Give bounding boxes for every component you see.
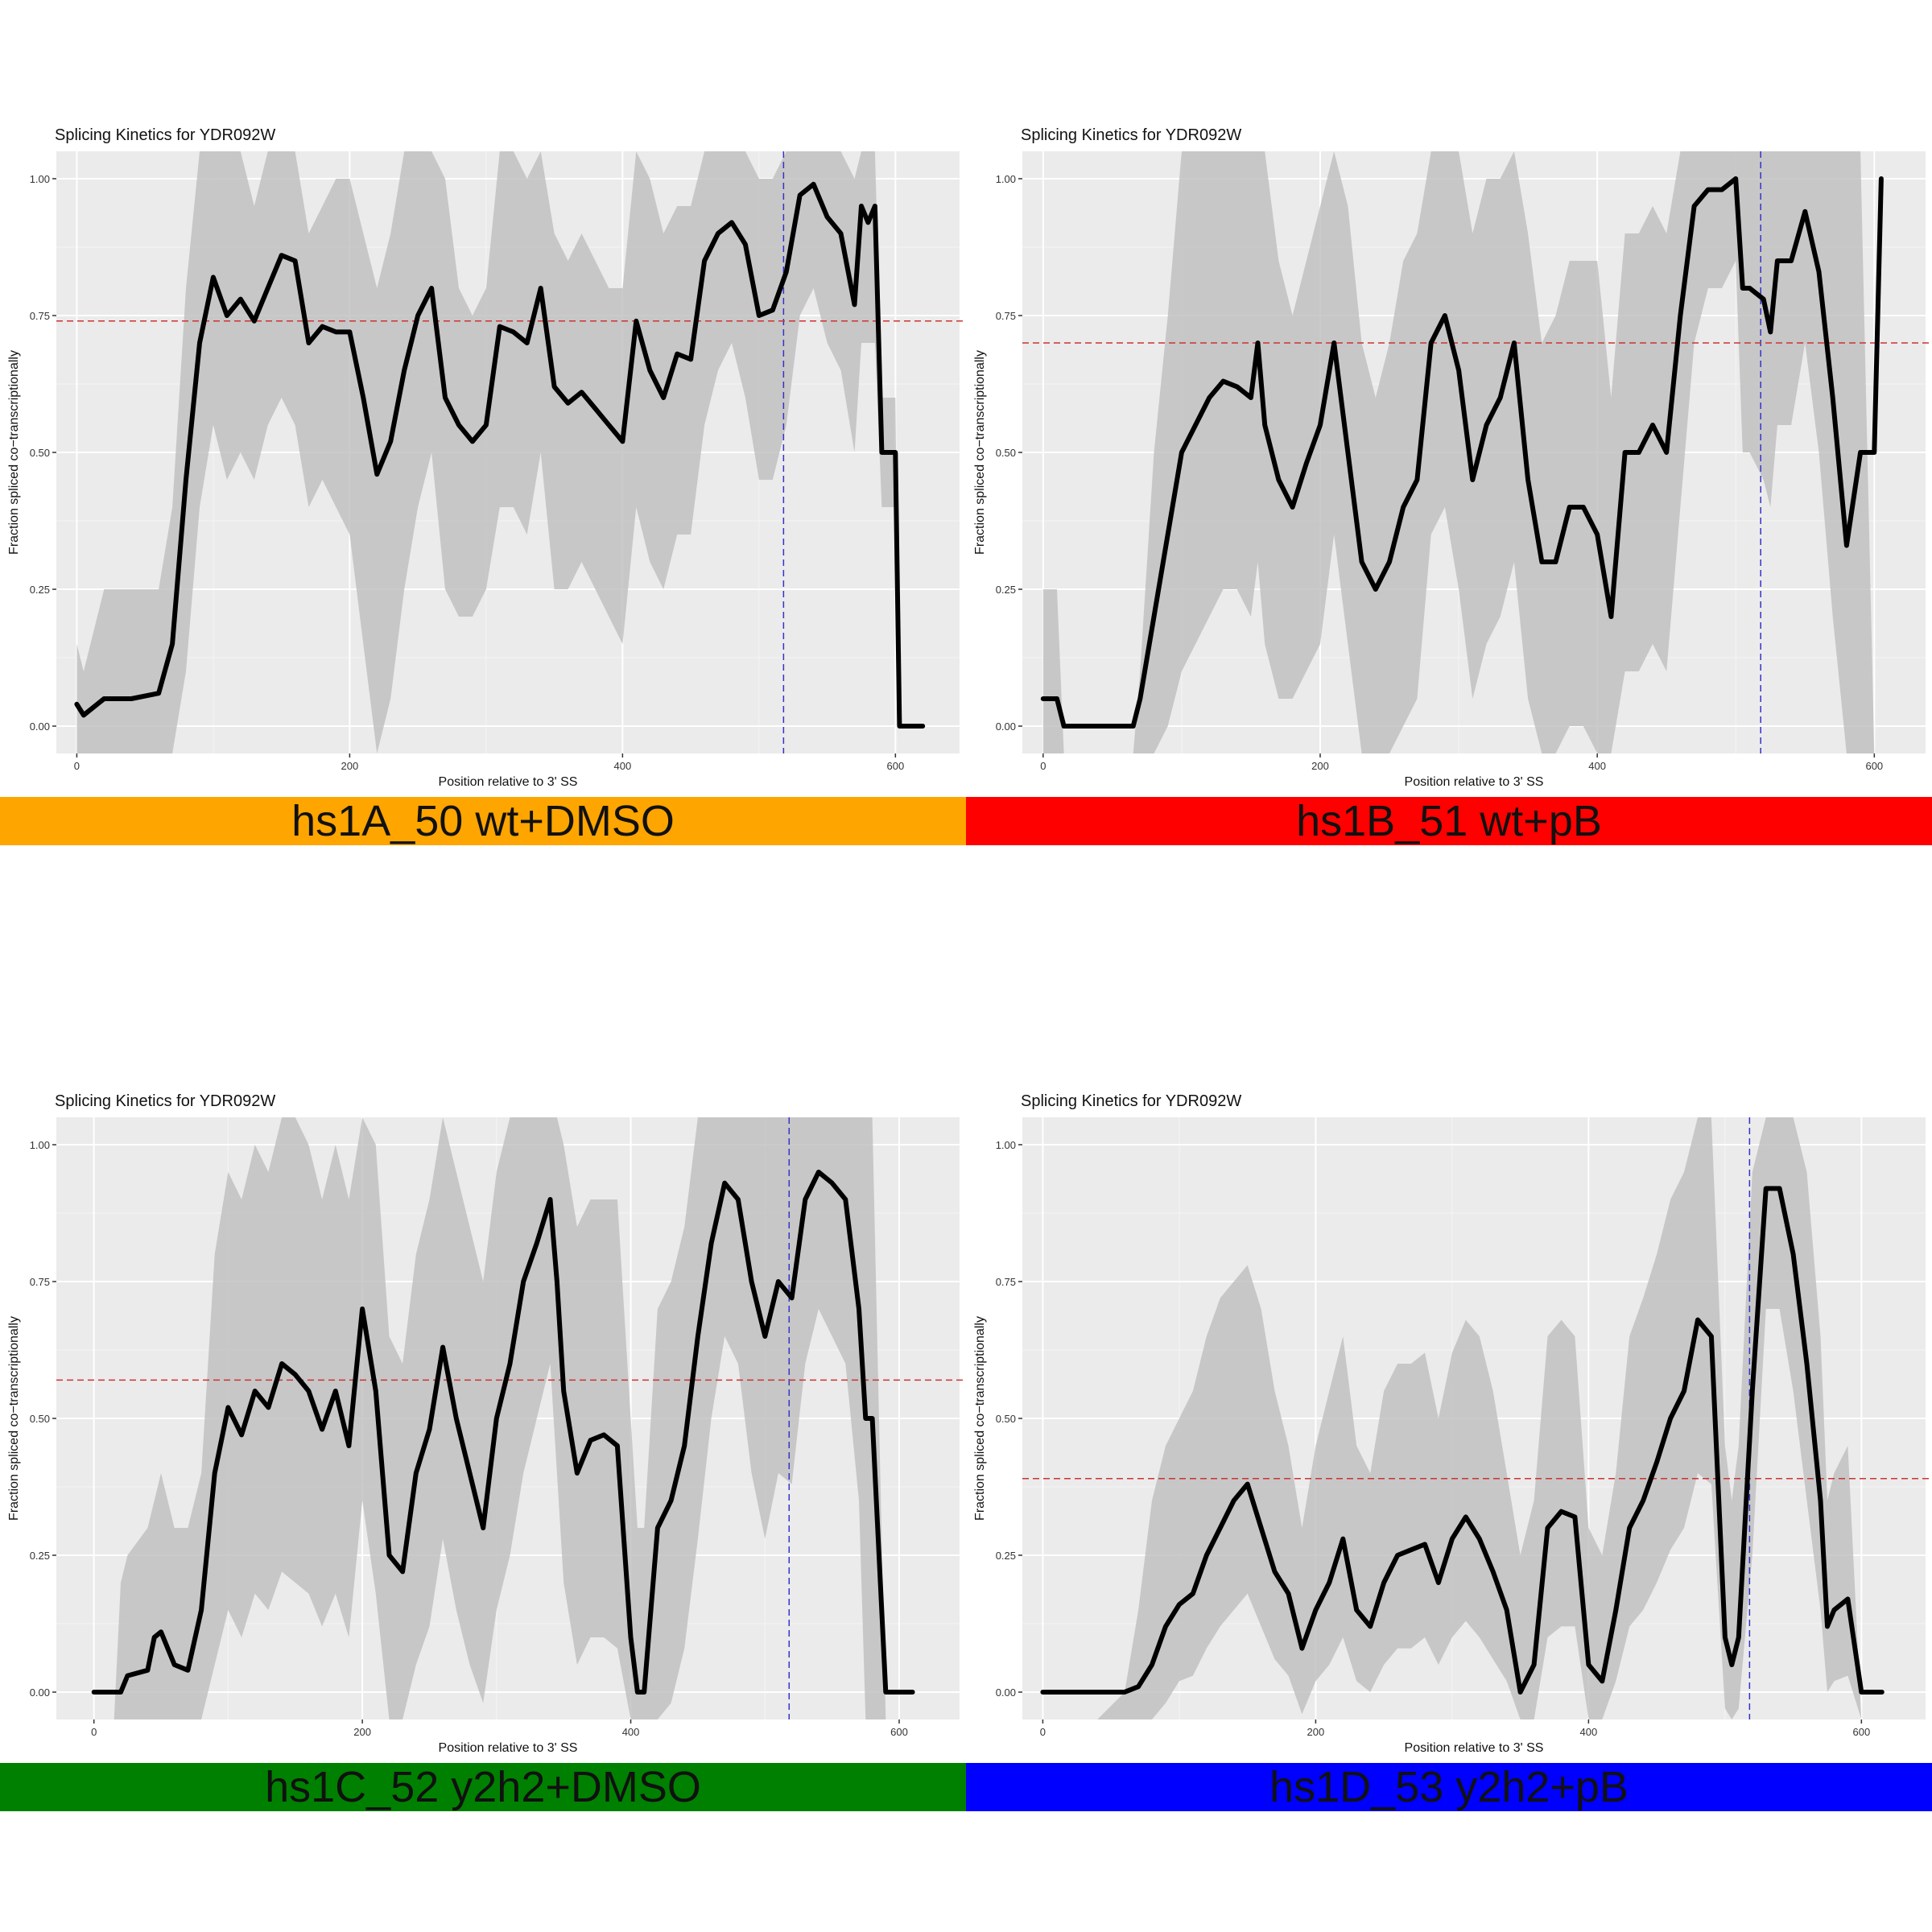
y-tick-label: 0.75 xyxy=(996,1276,1016,1288)
y-tick-label: 0.00 xyxy=(996,720,1016,733)
x-tick-label: 600 xyxy=(886,760,904,772)
series-line xyxy=(74,181,926,729)
x-tick-label: 0 xyxy=(74,760,80,772)
series-line xyxy=(91,1170,915,1695)
y-axis-label: Fraction spliced co−transcriptionally xyxy=(973,350,987,555)
chart-a: Splicing Kinetics for YDR092W 0.00 0.25 0.5… xyxy=(7,126,966,789)
y-tick-label: 0.75 xyxy=(30,1276,50,1288)
y-tick-label: 0.25 xyxy=(30,1550,50,1562)
x-tick-label: 200 xyxy=(341,760,359,772)
y-tick-label: 0.00 xyxy=(30,1686,50,1699)
chart-c: Splicing Kinetics for YDR092W 0.00 0.25 0.5… xyxy=(7,1092,966,1755)
banner-a: hs1A_50 wt+DMSO xyxy=(0,797,966,845)
chart-title: Splicing Kinetics for YDR092W xyxy=(1021,126,1241,144)
x-axis-label: Position relative to 3' SS xyxy=(1405,1741,1544,1755)
series-line xyxy=(1040,176,1884,729)
y-tick-label: 0.50 xyxy=(996,1413,1016,1425)
y-tick-label: 0.75 xyxy=(30,310,50,322)
x-tick-label: 0 xyxy=(91,1726,97,1738)
confidence-band xyxy=(1042,1117,1882,1719)
x-tick-label: 200 xyxy=(353,1726,371,1738)
y-tick-label: 0.50 xyxy=(30,1413,50,1425)
x-tick-label: 400 xyxy=(614,760,632,772)
x-tick-label: 600 xyxy=(1852,1726,1870,1738)
x-tick-label: 200 xyxy=(1307,1726,1325,1738)
x-tick-label: 400 xyxy=(1588,760,1606,772)
y-tick-label: 0.25 xyxy=(996,1550,1016,1562)
x-axis-label: Position relative to 3' SS xyxy=(439,775,578,789)
y-tick-label: 0.50 xyxy=(30,447,50,459)
y-tick-label: 0.00 xyxy=(30,720,50,733)
x-tick-label: 400 xyxy=(1580,1726,1598,1738)
chart-b: Splicing Kinetics for YDR092W 0.00 0.25 0.5… xyxy=(973,126,1932,789)
panel-b: Splicing Kinetics for YDR092W 0.00 0.25 0.5… xyxy=(966,0,1932,845)
confidence-band xyxy=(76,151,923,753)
y-axis-label: Fraction spliced co−transcriptionally xyxy=(973,1316,987,1521)
y-tick-label: 0.25 xyxy=(30,584,50,596)
chart-title: Splicing Kinetics for YDR092W xyxy=(1021,1092,1241,1110)
y-tick-label: 1.00 xyxy=(30,173,50,185)
banner-d: hs1D_53 y2h2+pB xyxy=(966,1763,1932,1811)
x-axis-label: Position relative to 3' SS xyxy=(439,1741,578,1755)
y-tick-label: 0.75 xyxy=(996,310,1016,322)
x-tick-label: 400 xyxy=(622,1726,640,1738)
y-axis-label: Fraction spliced co−transcriptionally xyxy=(7,350,21,555)
panel-a: Splicing Kinetics for YDR092W 0.00 0.25 0.5… xyxy=(0,0,966,845)
y-tick-label: 0.50 xyxy=(996,447,1016,459)
banner-b: hs1B_51 wt+pB xyxy=(966,797,1932,845)
chart-title: Splicing Kinetics for YDR092W xyxy=(55,126,275,144)
y-tick-label: 0.00 xyxy=(996,1686,1016,1699)
x-tick-label: 0 xyxy=(1040,1726,1046,1738)
y-axis-label: Fraction spliced co−transcriptionally xyxy=(7,1316,21,1521)
x-tick-label: 0 xyxy=(1040,760,1046,772)
chart-d: Splicing Kinetics for YDR092W 0.00 0.25 0.5… xyxy=(973,1092,1932,1755)
y-tick-label: 1.00 xyxy=(30,1139,50,1151)
y-tick-label: 0.25 xyxy=(996,584,1016,596)
banner-c: hs1C_52 y2h2+DMSO xyxy=(0,1763,966,1811)
panel-d: Splicing Kinetics for YDR092W 0.00 0.25 0.5… xyxy=(966,966,1932,1811)
y-tick-label: 1.00 xyxy=(996,1139,1016,1151)
confidence-band xyxy=(1042,151,1881,753)
x-tick-label: 600 xyxy=(890,1726,908,1738)
series-line xyxy=(1040,1186,1885,1695)
x-tick-label: 200 xyxy=(1311,760,1329,772)
panel-c: Splicing Kinetics for YDR092W 0.00 0.25 0.5… xyxy=(0,966,966,1811)
x-tick-label: 600 xyxy=(1865,760,1883,772)
x-axis-label: Position relative to 3' SS xyxy=(1405,775,1544,789)
chart-title: Splicing Kinetics for YDR092W xyxy=(55,1092,275,1110)
y-tick-label: 1.00 xyxy=(996,173,1016,185)
